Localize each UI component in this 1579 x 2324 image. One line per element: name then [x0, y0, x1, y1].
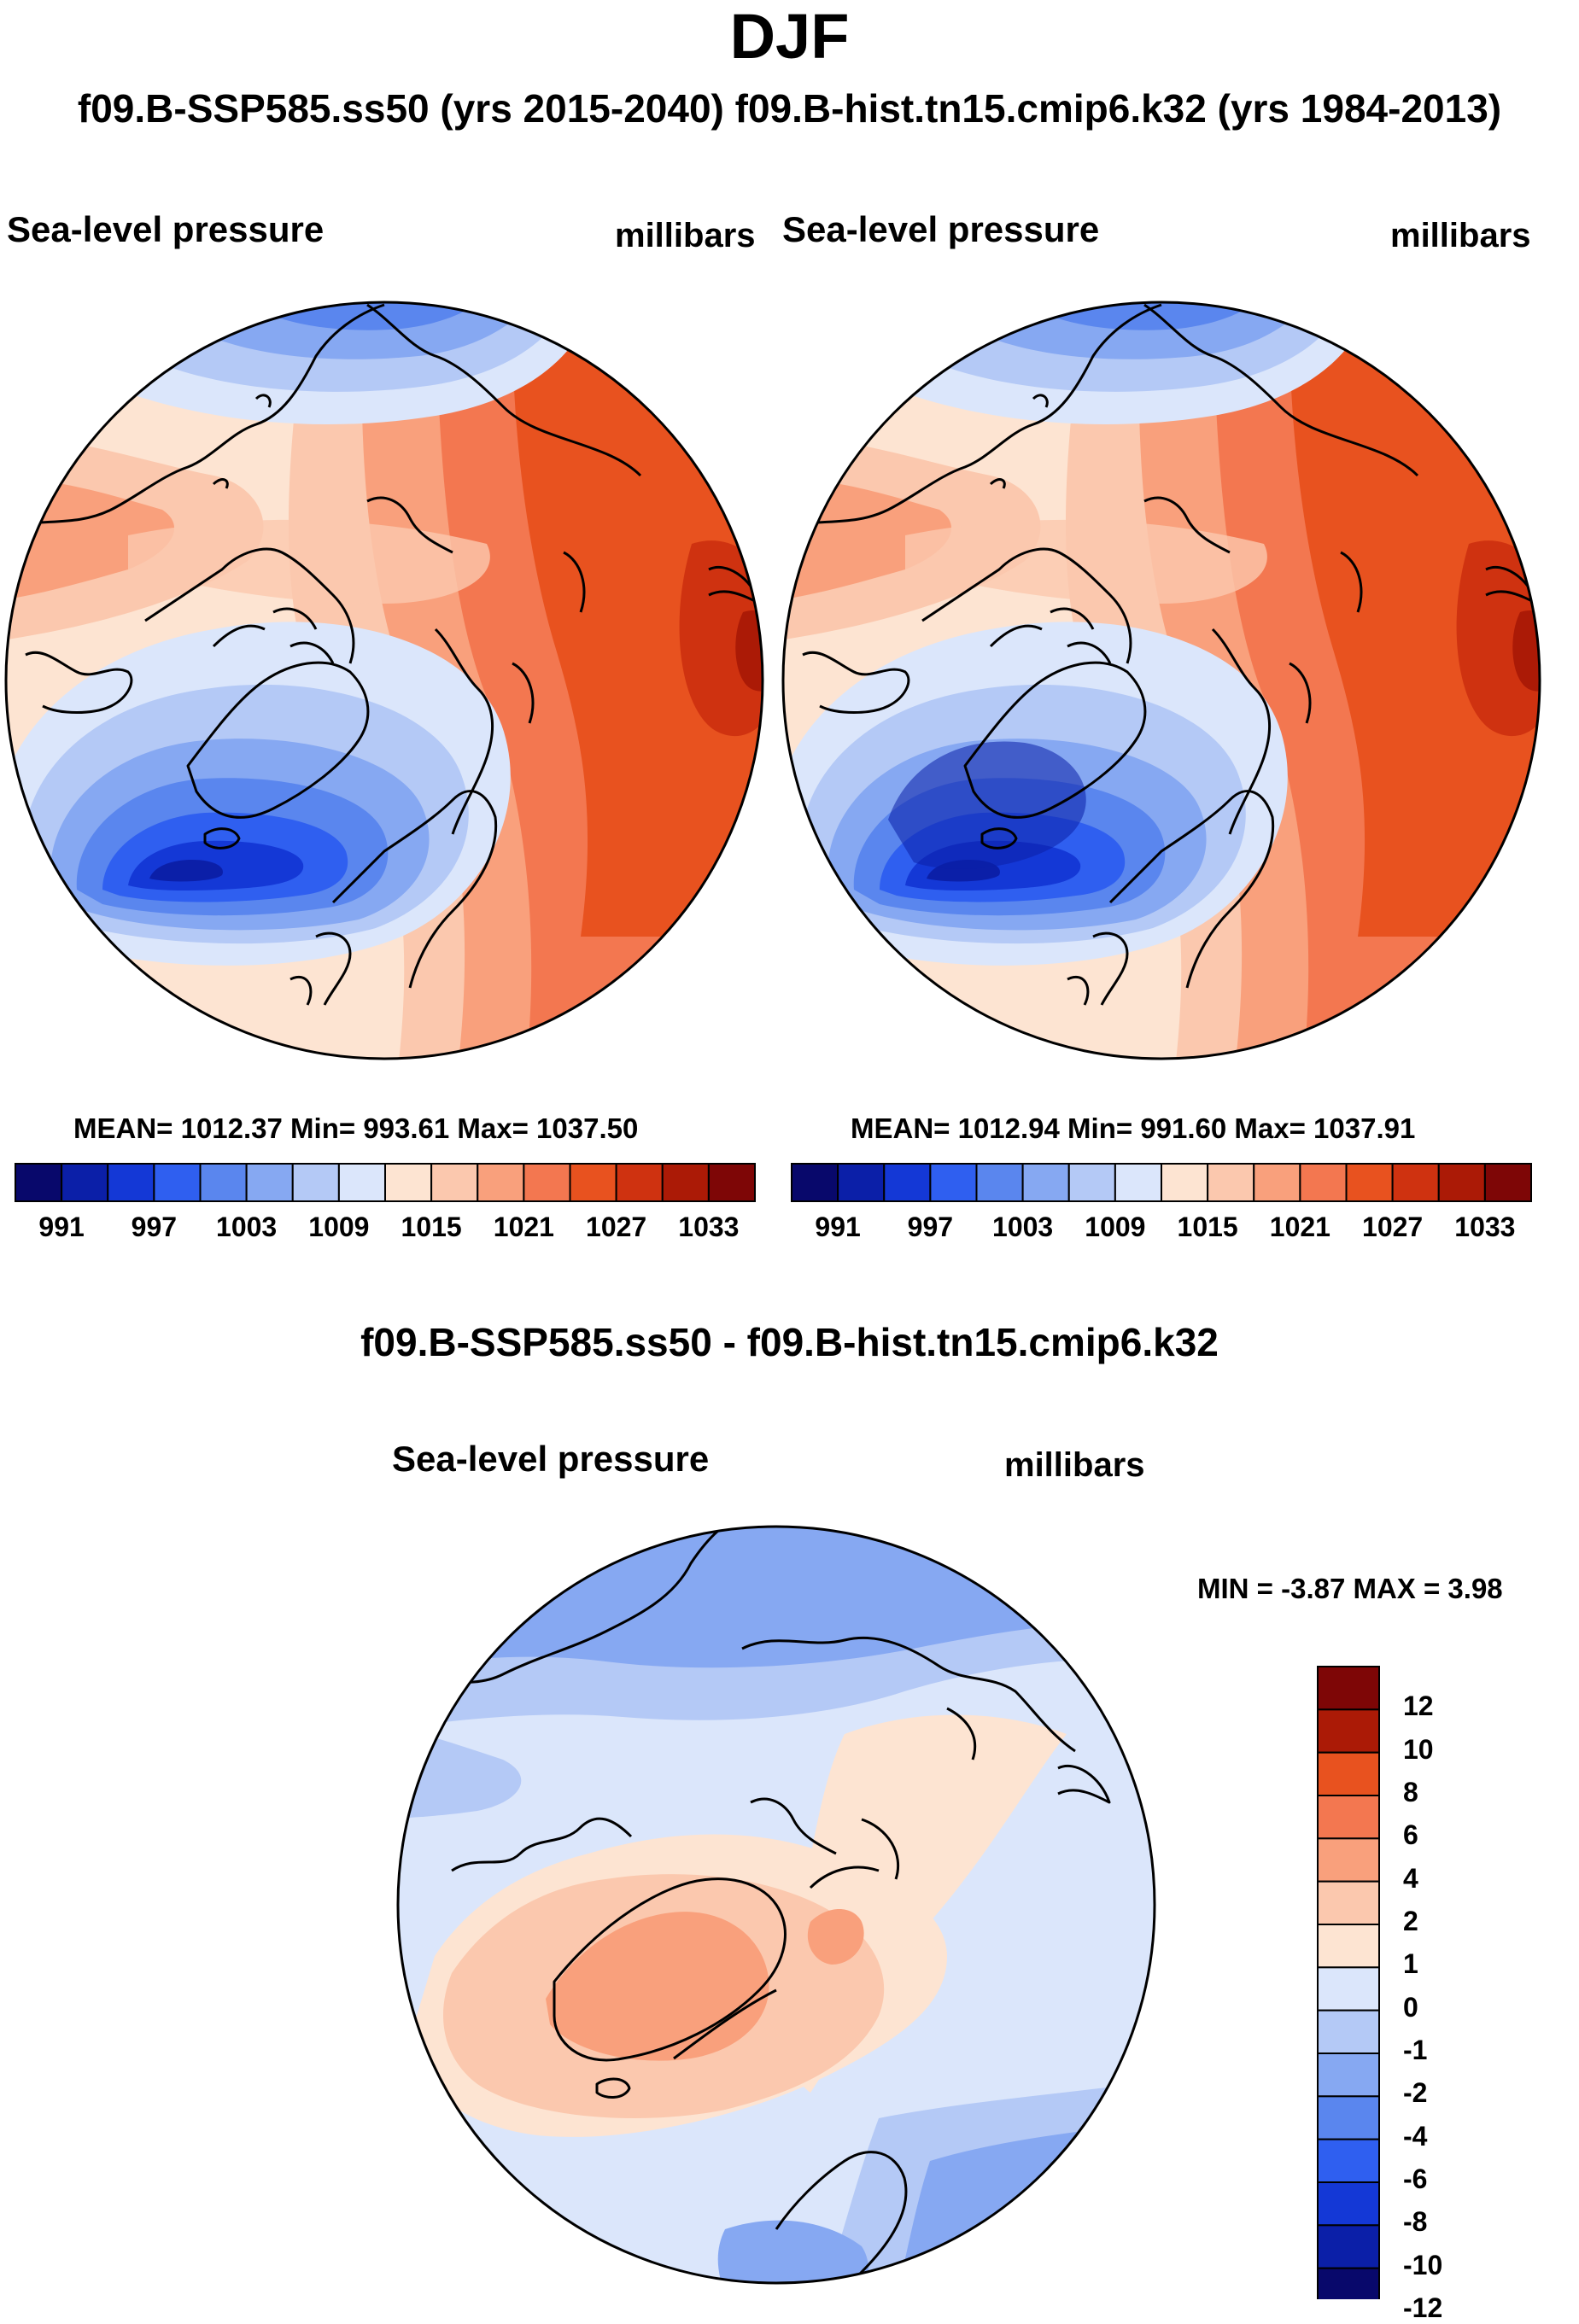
colorbar-difference-swatch [1317, 2009, 1380, 2055]
colorbar-difference-label: 0 [1403, 1991, 1418, 2023]
colorbar-difference-label: -4 [1403, 2120, 1428, 2152]
right-field-name: Sea-level pressure [782, 209, 1100, 249]
colorbar-difference-label: -6 [1403, 2163, 1428, 2194]
diff-minmax: MIN = -3.87 MAX = 3.98 [1197, 1573, 1503, 1604]
colorbar-right-swatch [1253, 1163, 1301, 1202]
colorbar-right-swatch [975, 1163, 1024, 1202]
right-stats: MEAN= 1012.94 Min= 991.60 Max= 1037.91 [851, 1112, 1416, 1144]
colorbar-right-tick-label: 1003 [992, 1212, 1054, 1242]
colorbar-right-swatch [1299, 1163, 1348, 1202]
colorbar-left-tick-label: 1003 [216, 1212, 278, 1242]
left-stats: MEAN= 1012.37 Min= 993.61 Max= 1037.50 [73, 1112, 639, 1144]
colorbar-right-swatch [1483, 1163, 1532, 1202]
colorbar-difference-swatch [1317, 1666, 1380, 1711]
colorbar-difference-label: 2 [1403, 1906, 1418, 1936]
diff-units: millibars [1004, 1446, 1145, 1484]
colorbar-left-swatch [523, 1163, 571, 1202]
colorbar-difference-swatch [1317, 2052, 1380, 2098]
colorbar-difference-swatch [1317, 1924, 1380, 1969]
map-difference [396, 1525, 1156, 2285]
colorbar-right-swatch [1345, 1163, 1394, 1202]
difference-title: f09.B-SSP585.ss50 - f09.B-hist.tn15.cmip… [360, 1320, 1219, 1364]
colorbar-right-swatch [1021, 1163, 1070, 1202]
colorbar-left-tick-label: 1009 [308, 1212, 370, 1242]
colorbar-difference-swatch [1317, 2181, 1380, 2227]
colorbar-right-swatch [1114, 1163, 1162, 1202]
diff-field-name: Sea-level pressure [392, 1439, 710, 1479]
colorbar-right-swatch [1391, 1163, 1440, 1202]
left-field-name: Sea-level pressure [7, 209, 325, 249]
colorbar-difference-swatch [1317, 2267, 1380, 2299]
colorbar-difference-swatch [1317, 1837, 1380, 1883]
colorbar-left-swatch [107, 1163, 155, 1202]
colorbar-left-swatch [661, 1163, 710, 1202]
colorbar-difference-label: 1 [1403, 1948, 1418, 1980]
left-units: millibars [615, 217, 756, 254]
colorbar-right-tick-label: 1015 [1177, 1212, 1238, 1242]
colorbar-difference-swatch [1317, 1880, 1380, 1926]
colorbar-right-tick-label: 1021 [1269, 1212, 1330, 1242]
map-right [781, 301, 1541, 1060]
colorbar-left-swatch [15, 1163, 63, 1202]
map-left [4, 301, 764, 1060]
colorbar-left-swatch [245, 1163, 294, 1202]
colorbar-left-tick-label: 1021 [493, 1212, 554, 1242]
colorbar-left-tick-label: 1015 [401, 1212, 462, 1242]
figure-subtitle: f09.B-SSP585.ss50 (yrs 2015-2040) f09.B-… [77, 86, 1502, 131]
colorbar-left [15, 1163, 756, 1202]
figure-title: DJF [729, 1, 850, 72]
colorbar-right-tick-label: 991 [815, 1212, 861, 1242]
colorbar-difference-label: 6 [1403, 1819, 1418, 1851]
colorbar-right-swatch [791, 1163, 839, 1202]
colorbar-left-swatch [153, 1163, 202, 1202]
colorbar-difference-swatch [1317, 1795, 1380, 1840]
colorbar-right-tick-label: 1033 [1454, 1212, 1516, 1242]
colorbar-left-swatch [291, 1163, 340, 1202]
colorbar-left-swatch [707, 1163, 756, 1202]
colorbar-difference-swatch [1317, 1751, 1380, 1797]
colorbar-left-swatch [615, 1163, 664, 1202]
colorbar-difference-label: -2 [1403, 2077, 1428, 2109]
colorbar-difference [1317, 1666, 1380, 2299]
colorbar-difference-label: -8 [1403, 2206, 1428, 2238]
colorbar-difference-label: 10 [1403, 1733, 1434, 1765]
colorbar-difference-swatch [1317, 1708, 1380, 1754]
colorbar-left-swatch [337, 1163, 386, 1202]
colorbar-right-tick-label: 997 [907, 1212, 954, 1242]
colorbar-difference-label: -12 [1403, 2292, 1443, 2323]
colorbar-left-tick-label: 997 [131, 1212, 178, 1242]
colorbar-difference-label: -1 [1403, 2035, 1428, 2065]
colorbar-right-swatch [1067, 1163, 1116, 1202]
colorbar-right-tick-label: 1009 [1085, 1212, 1146, 1242]
colorbar-difference-label: 8 [1403, 1777, 1418, 1807]
colorbar-difference-label: -10 [1403, 2249, 1443, 2280]
colorbar-right-swatch [1437, 1163, 1486, 1202]
colorbar-difference-label: 12 [1403, 1690, 1434, 1722]
colorbar-left-swatch [477, 1163, 525, 1202]
colorbar-left-swatch [569, 1163, 617, 1202]
colorbar-difference-swatch [1317, 1966, 1380, 2012]
right-units: millibars [1390, 217, 1531, 254]
colorbar-left-swatch [61, 1163, 109, 1202]
colorbar-right-swatch [929, 1163, 978, 1202]
colorbar-right-swatch [883, 1163, 932, 1202]
colorbar-right-swatch [1207, 1163, 1255, 1202]
colorbar-right-swatch [837, 1163, 886, 1202]
colorbar-difference-swatch [1317, 2095, 1380, 2140]
colorbar-difference-label: 4 [1403, 1862, 1418, 1894]
colorbar-right-swatch [1161, 1163, 1209, 1202]
colorbar-left-tick-label: 1027 [586, 1212, 647, 1242]
colorbar-left-tick-label: 1033 [678, 1212, 740, 1242]
colorbar-left-swatch [430, 1163, 479, 1202]
colorbar-difference-swatch [1317, 2138, 1380, 2184]
colorbar-left-swatch [384, 1163, 433, 1202]
colorbar-left-tick-label: 991 [38, 1212, 85, 1242]
colorbar-right-tick-label: 1027 [1362, 1212, 1424, 1242]
colorbar-right [791, 1163, 1532, 1202]
colorbar-difference-swatch [1317, 2224, 1380, 2269]
colorbar-left-swatch [199, 1163, 248, 1202]
